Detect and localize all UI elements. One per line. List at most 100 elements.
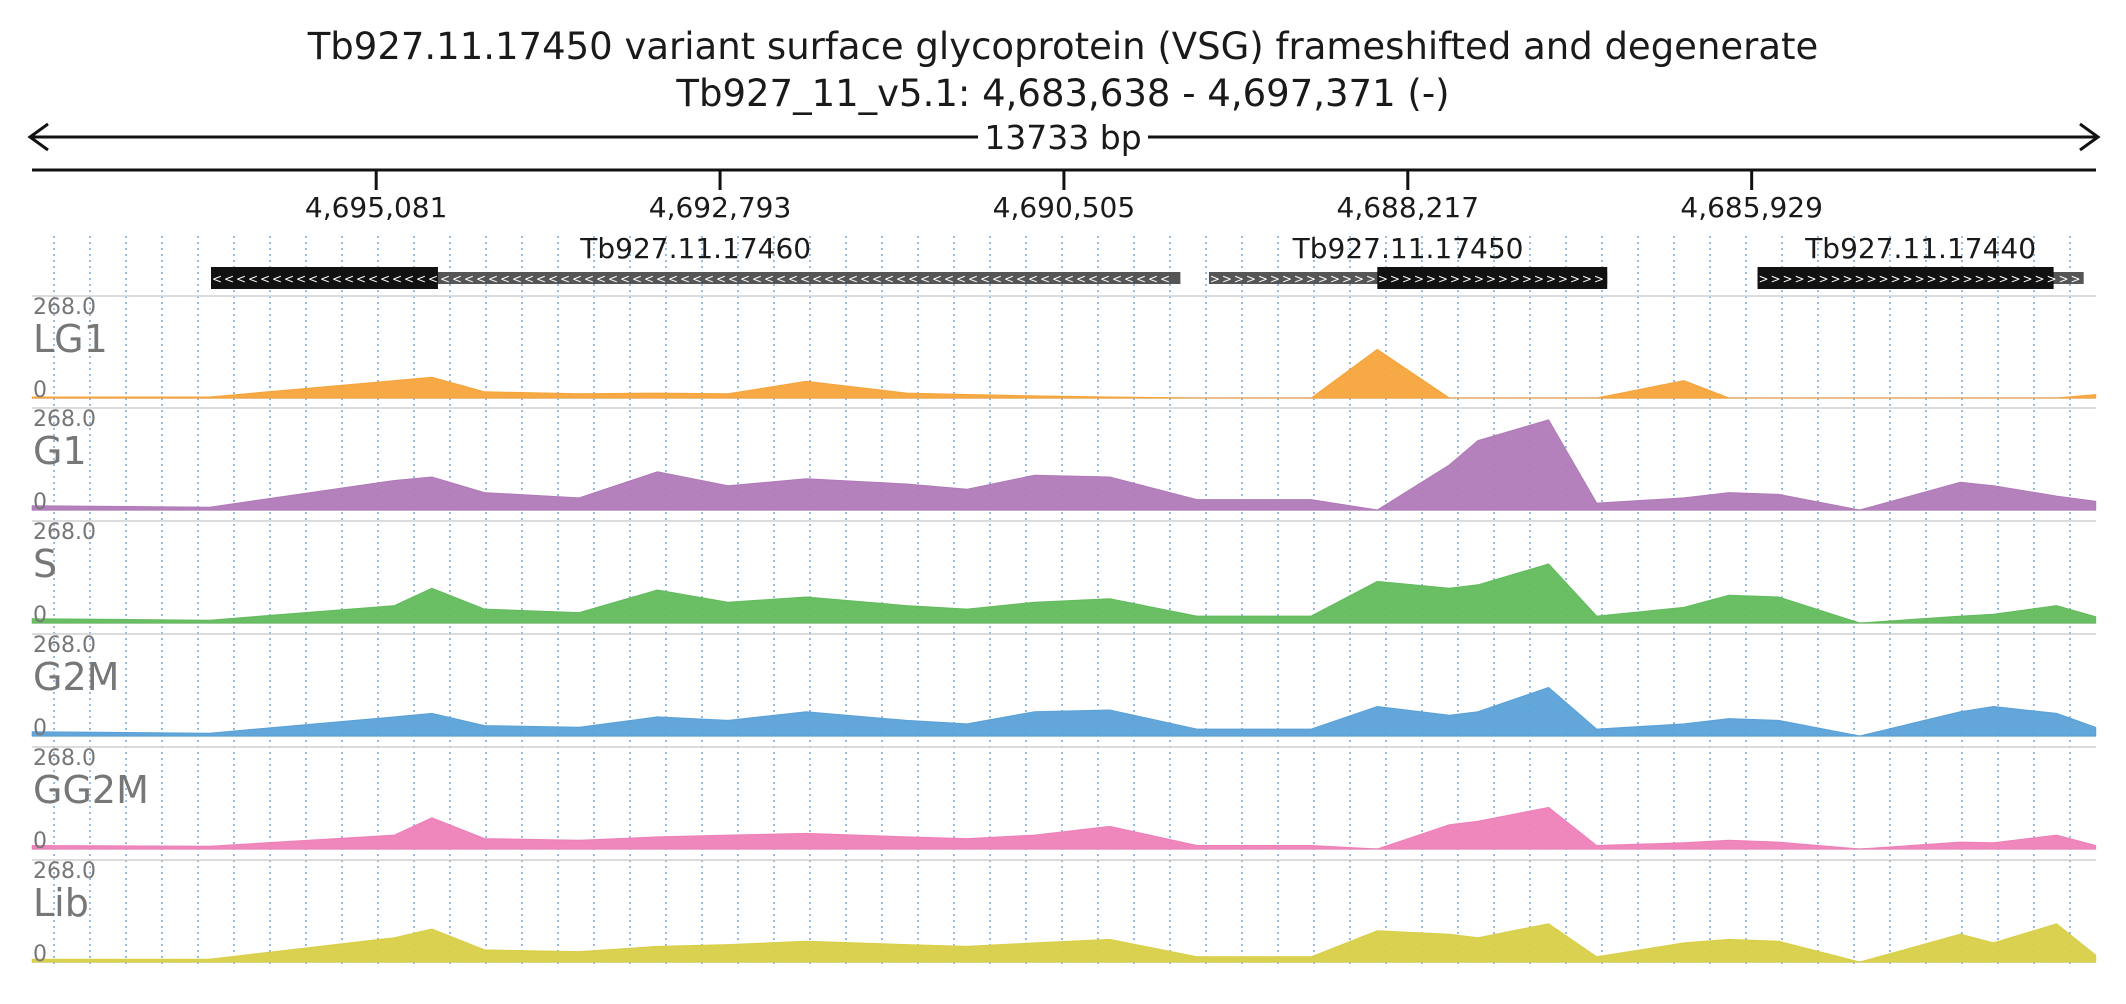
strand-chevron: > (1342, 272, 1352, 286)
strand-chevron: < (1136, 272, 1146, 286)
track-min-label: 0 (33, 378, 47, 403)
track-name-label: Lib (33, 881, 89, 925)
strand-chevron: < (1076, 272, 1086, 286)
strand-chevron: > (1354, 272, 1364, 286)
strand-chevron: > (1771, 272, 1781, 286)
strand-chevron: < (512, 272, 522, 286)
strand-chevron: < (1160, 272, 1170, 286)
strand-chevron: < (896, 272, 906, 286)
strand-chevron: < (1100, 272, 1110, 286)
strand-chevron: > (1975, 272, 1985, 286)
strand-chevron: > (1927, 272, 1937, 286)
tick-label: 4,685,929 (1680, 191, 1823, 224)
strand-chevron: < (920, 272, 930, 286)
strand-chevron: < (320, 272, 330, 286)
strand-chevron: < (860, 272, 870, 286)
gene-cds (211, 267, 438, 289)
strand-chevron: < (284, 272, 294, 286)
strand-chevron: < (308, 272, 318, 286)
strand-chevron: < (944, 272, 954, 286)
strand-chevron: < (500, 272, 510, 286)
gene-label: Tb927.11.17460 (579, 232, 811, 265)
coverage-area (31, 806, 2097, 850)
strand-chevron: < (908, 272, 918, 286)
track-name-label: G1 (33, 429, 87, 473)
strand-chevron: > (2059, 272, 2069, 286)
strand-chevron: > (1999, 272, 2009, 286)
track-lib: 268.0 0 Lib (31, 859, 2097, 967)
strand-chevron: < (1112, 272, 1122, 286)
track-gg2m: 268.0 0 GG2M (31, 746, 2097, 854)
strand-chevron: > (1402, 272, 1412, 286)
strand-chevron: < (1052, 272, 1062, 286)
strand-chevron: > (1270, 272, 1280, 286)
strand-chevron: > (1843, 272, 1853, 286)
strand-chevron: > (1318, 272, 1328, 286)
strand-chevron: > (2047, 272, 2057, 286)
strand-chevron: > (1570, 272, 1580, 286)
strand-chevron: < (1148, 272, 1158, 286)
strand-chevron: > (1807, 272, 1817, 286)
ruler-ticks: 4,695,081 4,692,793 4,690,505 4,688,217 4,68… (305, 170, 1823, 224)
strand-chevron: < (236, 272, 246, 286)
strand-chevron: > (1759, 272, 1769, 286)
strand-chevron: < (776, 272, 786, 286)
strand-chevron: < (380, 272, 390, 286)
strand-chevron: < (980, 272, 990, 286)
strand-chevron: < (728, 272, 738, 286)
strand-chevron: < (332, 272, 342, 286)
strand-chevron: < (836, 272, 846, 286)
strand-chevron: > (1486, 272, 1496, 286)
strand-chevron: > (1438, 272, 1448, 286)
strand-chevron: > (1795, 272, 1805, 286)
strand-chevron: > (1258, 272, 1268, 286)
strand-chevron: > (1855, 272, 1865, 286)
strand-chevron: > (2023, 272, 2033, 286)
strand-chevron: < (632, 272, 642, 286)
strand-chevron: < (296, 272, 306, 286)
track-max-label: 268.0 (33, 859, 96, 884)
strand-chevron: > (1522, 272, 1532, 286)
strand-chevron: > (1903, 272, 1913, 286)
strand-chevron: > (1594, 272, 1604, 286)
strand-chevron: > (1306, 272, 1316, 286)
strand-chevron: > (1378, 272, 1388, 286)
strand-chevron: < (1040, 272, 1050, 286)
strand-chevron: < (1088, 272, 1098, 286)
strand-chevron: < (524, 272, 534, 286)
strand-chevron: < (392, 272, 402, 286)
strand-chevron: < (620, 272, 630, 286)
strand-chevron: < (716, 272, 726, 286)
strand-chevron: > (1462, 272, 1472, 286)
strand-chevron: < (692, 272, 702, 286)
track-max-label: 268.0 (33, 633, 96, 658)
track-name-label: S (33, 542, 57, 586)
strand-chevron: < (596, 272, 606, 286)
arrow-left-icon (27, 122, 49, 152)
coverage-area (31, 923, 2097, 963)
strand-chevron: < (452, 272, 462, 286)
strand-chevron: < (668, 272, 678, 286)
strand-chevron: < (800, 272, 810, 286)
strand-chevron: < (1016, 272, 1026, 286)
strand-chevron: > (1963, 272, 1973, 286)
track-min-label: 0 (33, 716, 47, 741)
strand-chevron: < (404, 272, 414, 286)
genomic-location: Tb927_11_v5.1: 4,683,638 - 4,697,371 (-) (675, 72, 1449, 115)
strand-chevron: < (260, 272, 270, 286)
strand-chevron: < (344, 272, 354, 286)
track-min-label: 0 (33, 829, 47, 854)
strand-chevron: < (1028, 272, 1038, 286)
strand-chevron: < (740, 272, 750, 286)
strand-chevron: > (1534, 272, 1544, 286)
strand-chevron: < (824, 272, 834, 286)
strand-chevron: > (1867, 272, 1877, 286)
strand-chevron: < (644, 272, 654, 286)
strand-chevron: > (1246, 272, 1256, 286)
gene-cds (1377, 267, 1608, 289)
coverage-area (31, 419, 2097, 511)
strand-chevron: < (224, 272, 234, 286)
strand-chevron: < (248, 272, 258, 286)
strand-chevron: > (1450, 272, 1460, 286)
